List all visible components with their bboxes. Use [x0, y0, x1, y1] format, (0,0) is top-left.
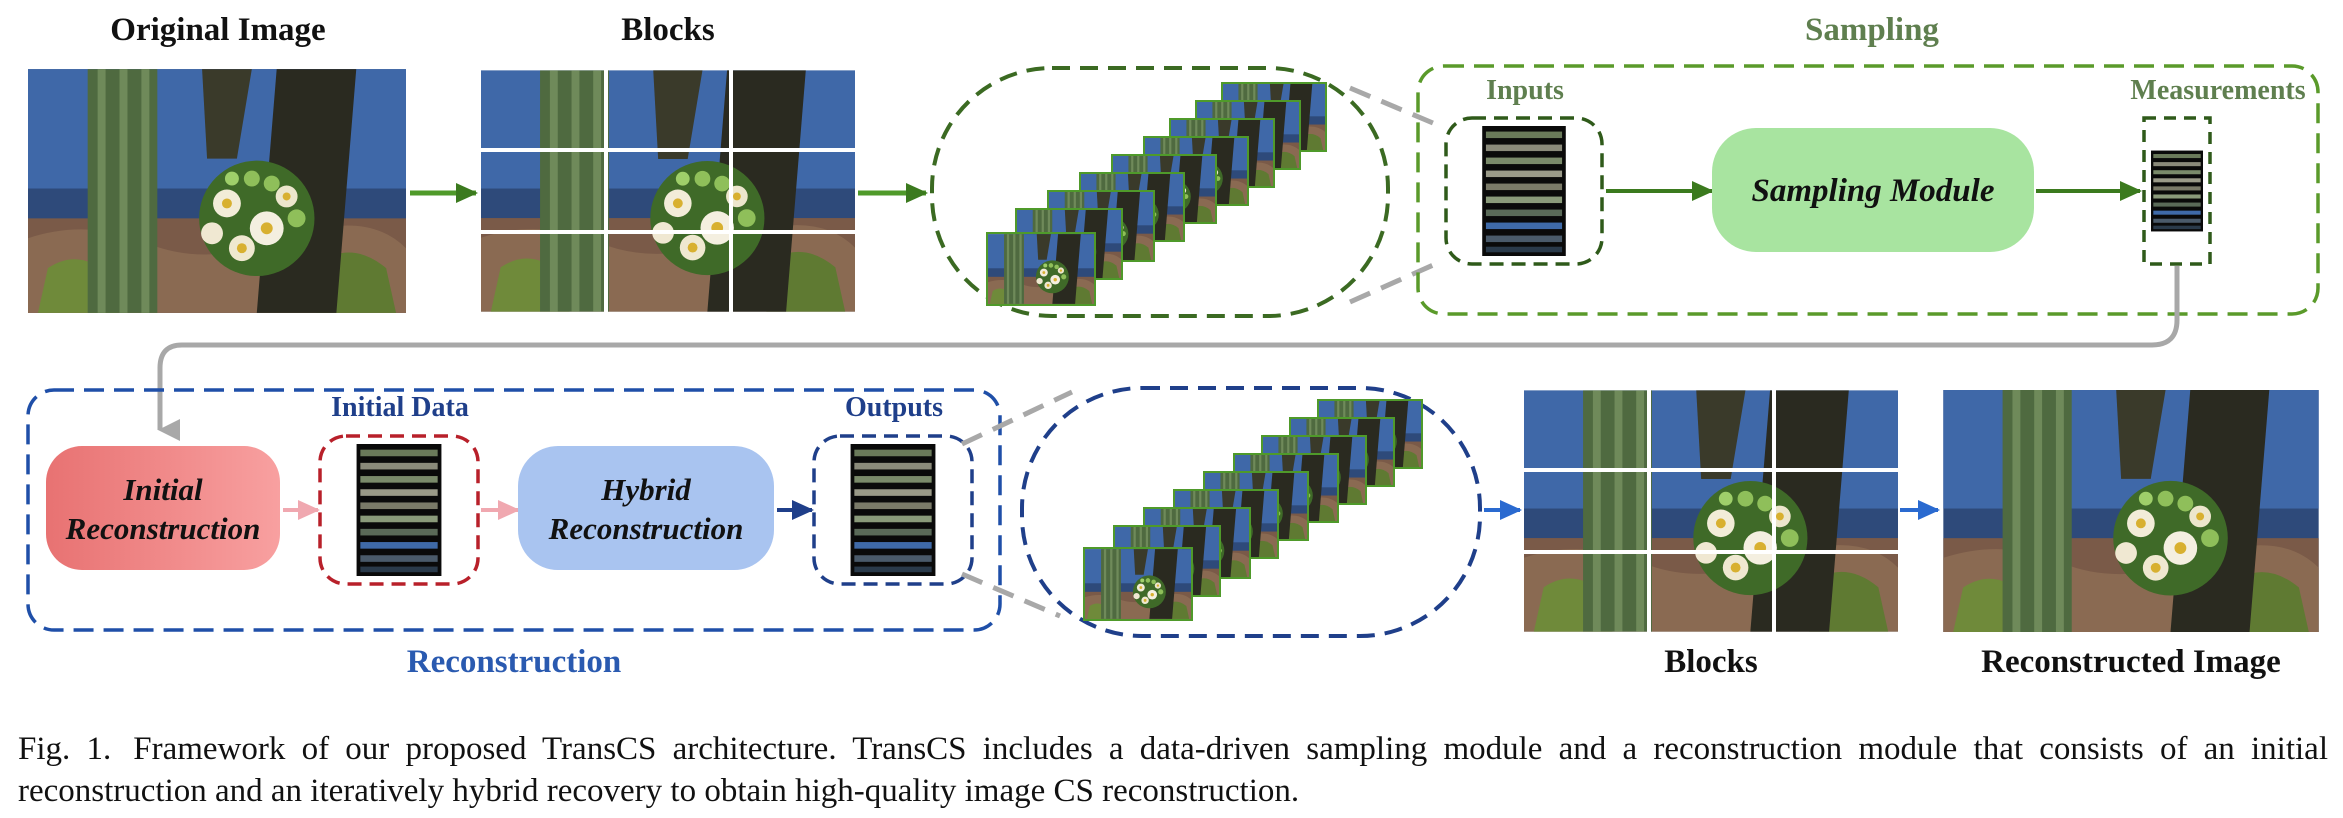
initial-data-label: Initial Data [331, 392, 469, 423]
original-image [28, 69, 406, 313]
hybrid-reconstruction-box: Hybrid Reconstruction [518, 446, 774, 570]
caption-label: Fig. 1. [18, 731, 112, 767]
reconstruction-region [26, 388, 1002, 632]
figure-caption: Fig. 1. Framework of our proposed TransCS… [18, 728, 2328, 812]
sampling-region [1416, 64, 2320, 316]
caption-text: Framework of our proposed TransCS archit… [18, 731, 2328, 809]
measurement-flow-connector [157, 266, 2180, 441]
hybrid-reconstruction-label-2: Reconstruction [548, 511, 744, 546]
sampling-title: Sampling [1805, 12, 1939, 48]
original-image-label: Original Image [110, 12, 325, 48]
blocks-bottom-label: Blocks [1664, 644, 1758, 680]
sampling-module-box: Sampling Module [1712, 128, 2034, 252]
output-connector-top [960, 389, 1074, 447]
output-connector-bottom [961, 571, 1061, 619]
zoom-connector-top [1349, 85, 1441, 129]
outputs-vectors [812, 434, 974, 586]
measurements-label: Measurements [2130, 75, 2305, 106]
initial-reconstruction-box: Initial Reconstruction [46, 446, 280, 570]
inputs-vectors [1444, 116, 1604, 266]
measurements-vector [2142, 116, 2212, 266]
block-stack-bottom [1020, 386, 1482, 638]
reconstruction-title: Reconstruction [407, 644, 621, 680]
reconstructed-image-label: Reconstructed Image [1981, 644, 2281, 680]
block-stack-top [930, 66, 1390, 318]
outputs-label: Outputs [845, 392, 943, 423]
reconstructed-image [1943, 390, 2319, 632]
hybrid-reconstruction-label-1: Hybrid [600, 472, 691, 507]
initial-reconstruction-label-2: Reconstruction [65, 511, 261, 546]
blocks-top-label: Blocks [621, 12, 715, 48]
zoom-connector-bottom [1348, 259, 1442, 305]
sampling-module-label: Sampling Module [1752, 173, 1995, 209]
blocks-image-top [481, 68, 855, 314]
initial-reconstruction-label-1: Initial [122, 472, 203, 507]
inputs-label: Inputs [1486, 75, 1564, 106]
blocks-image-bottom [1524, 390, 1898, 632]
initial-data-vectors [318, 434, 480, 586]
